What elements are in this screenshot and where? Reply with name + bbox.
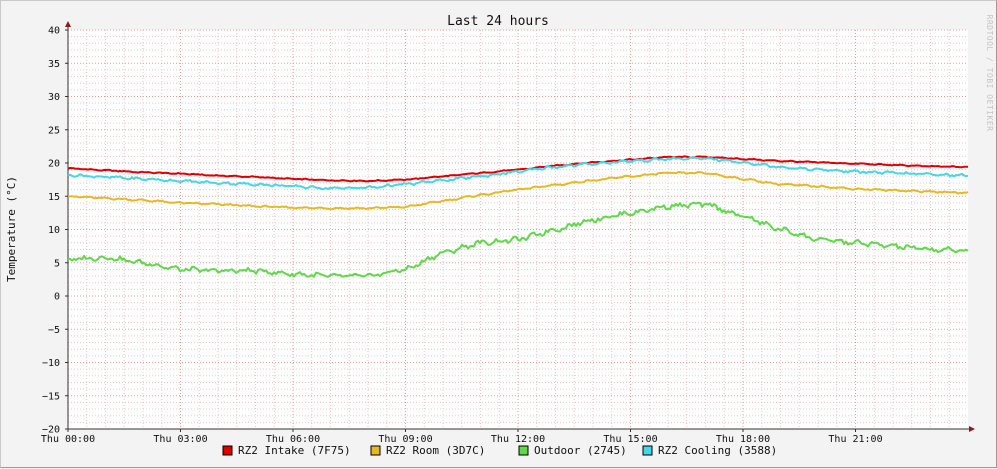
x-tick-label: Thu 15:00 [603,434,657,445]
series-line-1 [67,155,969,183]
series-line-2 [68,171,969,211]
legend-label: RZ2 Cooling (3588) [658,444,777,457]
x-axis-arrow [969,426,975,432]
y-tick-label: 30 [48,92,60,103]
grid [67,29,968,430]
series-line-3 [67,201,969,278]
y-tick-label: 10 [48,225,60,236]
y-tick-label: −15 [42,391,60,402]
series-lines [67,155,969,278]
y-tick-label: 15 [48,192,60,203]
legend: RZ2 Intake (7F75) RZ2 Room (3D7C) Outdoor … [222,444,777,457]
legend-swatch [222,445,233,456]
legend-swatch [518,445,529,456]
y-axis-arrow [65,21,71,27]
y-tick-label: 5 [54,258,60,269]
watermark: RRDTOOL / TOBI OETIKER [985,15,994,132]
y-axis-label: Temperature (°C) [5,176,18,282]
x-tick-label: Thu 18:00 [716,434,770,445]
legend-label: Outdoor (2745) [534,444,627,457]
y-tick-label: 20 [48,159,60,170]
legend-swatch [642,445,653,456]
chart-title: Last 24 hours [447,14,549,29]
x-tick-label: Thu 00:00 [41,434,95,445]
x-tick-label: Thu 12:00 [491,434,545,445]
y-tick-label: −5 [48,325,60,336]
y-tick-label: 25 [48,125,60,136]
legend-label: RZ2 Room (3D7C) [386,444,485,457]
y-axis-ticks: −20 −15 −10 −5 0 5 10 15 20 25 30 35 40 [42,26,68,436]
x-axis-ticks: Thu 00:00 Thu 03:00 Thu 06:00 Thu 09:00 Thu … [41,429,883,445]
y-tick-label: −20 [42,425,60,436]
axes [65,21,975,432]
x-tick-label: Thu 09:00 [378,434,432,445]
series-line-4 [67,156,969,191]
legend-label: RZ2 Intake (7F75) [238,444,351,457]
y-tick-label: 0 [54,292,60,303]
legend-swatch [370,445,381,456]
x-tick-label: Thu 06:00 [266,434,320,445]
x-tick-label: Thu 03:00 [153,434,207,445]
y-tick-label: 35 [48,59,60,70]
y-tick-label: −10 [42,358,60,369]
x-tick-label: Thu 21:00 [828,434,882,445]
y-tick-label: 40 [48,26,60,37]
